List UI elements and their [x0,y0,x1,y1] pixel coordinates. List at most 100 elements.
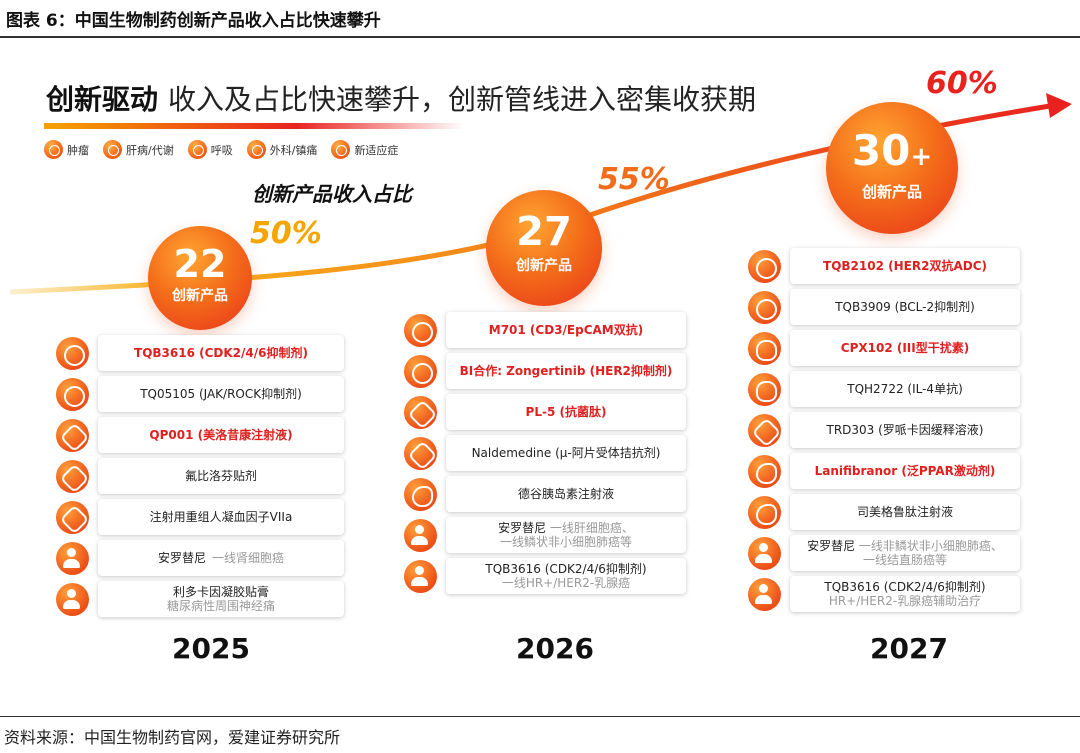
count-label-2027: 创新产品 [861,183,922,201]
liver-icon [748,496,781,529]
headline-bold: 创新驱动 [46,83,159,116]
product-indication: 糖尿病性周围神经痛 [166,599,275,613]
liver-icon [748,455,781,488]
legend: 肿瘤 肝病/代谢 呼吸 外科/镇痛 新适应症 [44,140,398,159]
product-name: TQB3616 (CDK2/4/6抑制剂) [824,580,986,594]
person-plus-icon [404,560,437,593]
product-name: BI合作: Zongertinib (HER2抑制剂) [459,364,673,378]
count-2027: 30+ [826,127,958,181]
product-box: BI合作: Zongertinib (HER2抑制剂) [446,353,686,389]
product-name: TQB2102 (HER2双抗ADC) [823,259,987,273]
person-plus-icon [404,519,437,552]
count-2027-value: 30 [851,126,911,175]
year-label-2025: 2025 [172,632,250,665]
product-name: TQ05105 (JAK/ROCK抑制剂) [140,387,302,401]
patch-icon [404,396,437,429]
product-box: TQB2102 (HER2双抗ADC) [790,248,1020,284]
legend-item-respiratory: 呼吸 [187,140,233,159]
product-box: TRD303 (罗哌卡因缓释溶液) [790,412,1020,448]
liver-icon [103,140,122,159]
product-box: TQB3616 (CDK2/4/6抑制剂) HR+/HER2-乳腺癌辅助治疗 [790,576,1020,612]
patch-icon [246,140,266,159]
legend-label: 呼吸 [210,143,233,157]
product-box: M701 (CD3/EpCAM双抗) [446,312,686,348]
lung-icon [187,140,207,159]
legend-item-new-indication: 新适应症 [331,140,398,159]
person-plus-icon [748,578,781,611]
product-name: 利多卡因凝胶贴膏 [172,585,269,599]
legend-item-surgery: 外科/镇痛 [246,140,317,159]
product-name: Lanifibranor (泛PPAR激动剂) [814,464,996,478]
title-divider [0,36,1080,38]
product-name: TQB3616 (CDK2/4/6抑制剂) [134,346,308,360]
count-bubble-2026: 27 创新产品 [486,190,602,306]
product-indication: 一线肾细胞癌 [212,551,285,565]
legend-label: 肿瘤 [67,143,89,157]
headline: 创新驱动 收入及占比快速攀升，创新管线进入密集收获期 [46,78,756,118]
person-plus-icon [331,140,351,159]
patch-icon [748,414,781,447]
product-box: 注射用重组人凝血因子VIIa [98,499,344,535]
headline-underline [44,123,464,129]
legend-label: 肝病/代谢 [126,143,174,157]
product-name: TQH2722 (IL-4单抗) [847,382,963,396]
headline-rest: 收入及占比快速攀升，创新管线进入密集收获期 [168,83,757,116]
product-box: 安罗替尼 一线非鳞状非小细胞肺癌、 一线结直肠癌等 [790,535,1020,571]
count-label-2025: 创新产品 [172,288,228,304]
tumor-icon [404,355,437,388]
product-name: 安罗替尼 [498,521,547,535]
patch-icon [56,419,89,452]
legend-item-tumor: 肿瘤 [44,140,89,159]
product-box: TQB3909 (BCL-2抑制剂) [790,289,1020,325]
product-box: CPX102 (III型干扰素) [790,330,1020,366]
count-2026: 27 [516,209,572,255]
figure-title: 图表 6：中国生物制药创新产品收入占比快速攀升 [6,11,381,31]
year-label-2027: 2027 [870,632,948,665]
product-line: 安罗替尼 一线肝细胞癌、 [498,521,634,535]
product-name: 氟比洛芬贴剂 [184,469,257,483]
tumor-icon [748,250,781,283]
product-indication: 一线非鳞状非小细胞肺癌、 [858,539,1003,553]
lung-icon [748,373,781,406]
tumor-icon [56,337,89,370]
patch-icon [56,501,89,534]
pct-label-2027: 60% [926,66,998,101]
product-box: TQH2722 (IL-4单抗) [790,371,1020,407]
product-name: TRD303 (罗哌卡因缓释溶液) [826,423,984,437]
tumor-icon [404,314,437,347]
product-name: 司美格鲁肽注射液 [856,505,953,519]
product-name: M701 (CD3/EpCAM双抗) [488,323,644,337]
legend-label: 新适应症 [354,143,399,157]
year-label-2026: 2026 [516,632,594,665]
pct-label-2026: 55% [598,162,670,197]
trend-arrowhead [1046,93,1072,118]
person-plus-icon [748,537,781,570]
product-name: QP001 (美洛昔康注射液) [149,428,293,442]
product-box: TQB3616 (CDK2/4/6抑制剂) 一线HR+/HER2-乳腺癌 [446,558,686,594]
product-box: 安罗替尼 一线肾细胞癌 [98,540,344,576]
product-box: 氟比洛芬贴剂 [98,458,344,494]
product-line: 安罗替尼 一线非鳞状非小细胞肺癌、 [807,539,1003,553]
liver-icon [404,478,437,511]
product-indication: 一线结直肠癌等 [862,553,947,567]
count-bubble-2025: 22 创新产品 [148,226,252,330]
product-box: TQ05105 (JAK/ROCK抑制剂) [98,376,344,412]
tumor-icon [56,378,89,411]
product-box: 司美格鲁肽注射液 [790,494,1020,530]
tumor-icon [44,140,63,159]
person-plus-icon [56,542,89,575]
legend-item-liver: 肝病/代谢 [103,140,174,159]
product-name: CPX102 (III型干扰素) [840,341,970,355]
product-box: QP001 (美洛昔康注射液) [98,417,344,453]
product-name: 注射用重组人凝血因子VIIa [149,510,293,524]
product-indication: 一线鳞状非小细胞肺癌等 [499,535,632,549]
product-name: TQB3616 (CDK2/4/6抑制剂) [485,562,647,576]
product-box: TQB3616 (CDK2/4/6抑制剂) [98,335,344,371]
chart-subtitle: 创新产品收入占比 [252,182,412,206]
tumor-icon [748,291,781,324]
product-name: 安罗替尼 [157,551,206,565]
count-label-2026: 创新产品 [516,258,572,274]
product-name: TQB3909 (BCL-2抑制剂) [835,300,975,314]
product-indication: HR+/HER2-乳腺癌辅助治疗 [828,594,982,608]
person-plus-icon [56,583,89,616]
